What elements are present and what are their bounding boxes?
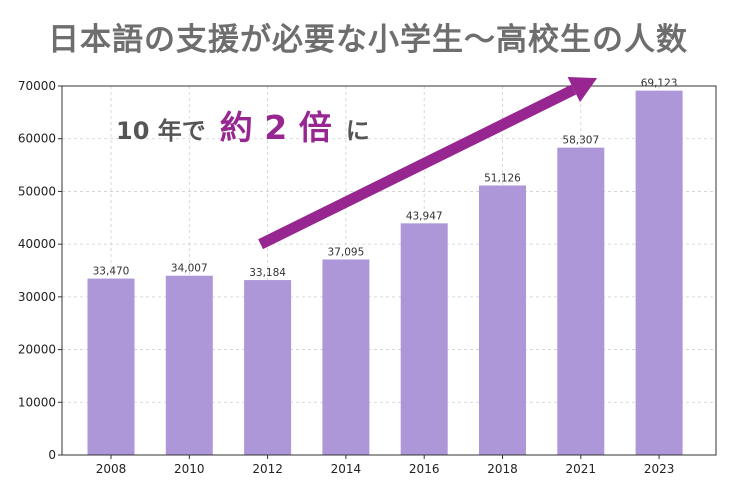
data-label: 51,126: [484, 172, 521, 184]
data-label: 34,007: [171, 263, 208, 275]
bar: [635, 90, 683, 455]
bar: [557, 147, 605, 456]
annotation-suffix: に: [346, 117, 370, 145]
bar: [87, 278, 135, 455]
bar: [244, 280, 292, 455]
data-label: 37,095: [328, 246, 365, 258]
x-tick-label: 2008: [96, 462, 127, 476]
y-tick-label: 30000: [18, 290, 56, 304]
chart-title: 日本語の支援が必要な小学生〜高校生の人数: [48, 22, 688, 58]
bar: [322, 259, 370, 455]
data-label: 33,184: [249, 267, 286, 279]
data-label: 33,470: [93, 266, 130, 278]
x-tick-label: 2018: [487, 462, 518, 476]
data-label: 43,947: [406, 210, 443, 222]
bar: [479, 185, 526, 456]
annotation-highlight: 約 2 倍: [220, 108, 332, 147]
x-tick-label: 2012: [252, 462, 283, 476]
trend-arrow-shaft: [258, 84, 577, 250]
annotation-prefix: 10 年で: [116, 117, 206, 145]
y-tick-label: 10000: [18, 395, 56, 409]
trend-annotation: 10 年で約 2 倍に: [116, 108, 370, 147]
bar: [400, 223, 448, 455]
y-tick-label: 60000: [18, 132, 56, 146]
bar: [165, 275, 213, 455]
trend-arrow-head: [567, 77, 598, 103]
x-tick-label: 2021: [566, 462, 597, 476]
data-label: 69,123: [641, 78, 678, 90]
x-tick-label: 2016: [409, 462, 440, 476]
x-tick-label: 2010: [174, 462, 205, 476]
x-tick-label: 2023: [644, 462, 675, 476]
plot-frame: [61, 85, 717, 456]
y-tick-label: 70000: [18, 79, 56, 93]
y-tick-label: 40000: [18, 237, 56, 251]
y-tick-label: 50000: [18, 184, 56, 198]
y-tick-label: 20000: [18, 343, 56, 357]
x-tick-label: 2014: [331, 462, 362, 476]
data-label: 58,307: [562, 135, 599, 147]
y-tick-label: 0: [48, 448, 56, 462]
